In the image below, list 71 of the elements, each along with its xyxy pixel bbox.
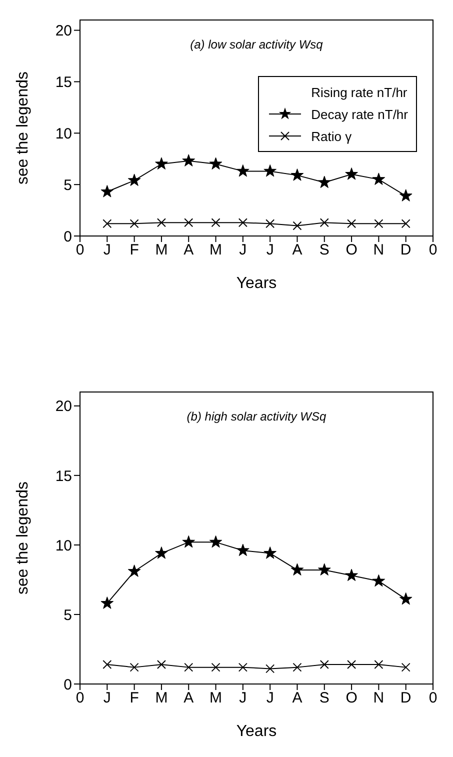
- x-tick-label: 0: [428, 690, 438, 707]
- y-axis-title: see the legends: [14, 482, 32, 594]
- x-tick-label: A: [292, 690, 302, 707]
- x-tick-label: A: [184, 690, 194, 707]
- point: [264, 164, 277, 177]
- point: [128, 564, 141, 577]
- point: [182, 535, 196, 548]
- point: [372, 574, 386, 587]
- x-tick-label: F: [130, 242, 139, 259]
- point: [155, 157, 168, 170]
- x-tick-label: 0: [76, 242, 84, 259]
- y-tick-label: 20: [55, 22, 72, 40]
- y-tick-label: 0: [64, 228, 72, 246]
- point: [236, 164, 250, 177]
- point: [345, 168, 358, 180]
- point: [318, 176, 331, 188]
- y-tick-label: 0: [64, 676, 72, 694]
- x-tick-label: D: [400, 242, 412, 259]
- point: [372, 172, 386, 185]
- legend-label: Ratio γ: [311, 128, 352, 144]
- y-tick-label: 10: [55, 537, 72, 554]
- x-tick-label: 0: [428, 242, 438, 259]
- point: [155, 546, 168, 559]
- text: Rising rate nT/hr: [311, 84, 408, 100]
- point: [209, 157, 222, 170]
- point: [345, 568, 358, 582]
- x-tick-label: M: [210, 690, 222, 707]
- legend-label: Decay rate nT/hr: [311, 106, 408, 122]
- point: [182, 154, 196, 166]
- y-tick-label: 5: [64, 176, 72, 194]
- x-tick-label: J: [239, 242, 247, 259]
- text: (a) low solar activity Wsq: [190, 38, 324, 52]
- y-tick-label: 10: [55, 125, 72, 142]
- y-axis-title: see the legends: [14, 72, 32, 184]
- point: [318, 563, 331, 576]
- x-axis-title: Years: [236, 275, 277, 292]
- y-tick-label: 15: [55, 468, 72, 485]
- x-tick-label: M: [155, 242, 168, 259]
- point: [209, 535, 222, 548]
- x-tick-label: 0: [76, 690, 84, 707]
- x-tick-label: J: [239, 690, 247, 707]
- point: [128, 174, 141, 186]
- y-tick-label: 5: [64, 606, 72, 624]
- x-tick-label: D: [400, 690, 412, 707]
- point: [100, 185, 114, 198]
- x-tick-label: J: [103, 242, 111, 259]
- x-tick-label: S: [319, 690, 330, 707]
- point: [264, 546, 277, 559]
- point: [290, 563, 304, 576]
- x-tick-label: F: [130, 690, 139, 707]
- x-tick-label: J: [103, 690, 111, 707]
- text: (b) high solar activity WSq: [186, 410, 327, 424]
- x-tick-label: O: [346, 690, 358, 707]
- y-tick-label: 20: [55, 398, 72, 416]
- point: [399, 592, 412, 605]
- point: [290, 168, 304, 181]
- x-tick-label: J: [266, 690, 274, 707]
- x-tick-label: O: [346, 242, 358, 259]
- x-tick-label: S: [319, 242, 330, 259]
- x-tick-label: N: [373, 690, 384, 707]
- x-tick-label: M: [210, 242, 222, 259]
- x-tick-label: M: [155, 690, 168, 707]
- point: [100, 596, 114, 609]
- x-tick-label: N: [373, 242, 384, 259]
- x-tick-label: A: [292, 242, 302, 259]
- y-tick-label: 15: [55, 74, 72, 92]
- point: [236, 544, 250, 556]
- x-tick-label: J: [266, 242, 274, 259]
- point: [399, 189, 412, 202]
- x-tick-label: A: [184, 242, 194, 259]
- x-axis-title: Years: [236, 723, 277, 740]
